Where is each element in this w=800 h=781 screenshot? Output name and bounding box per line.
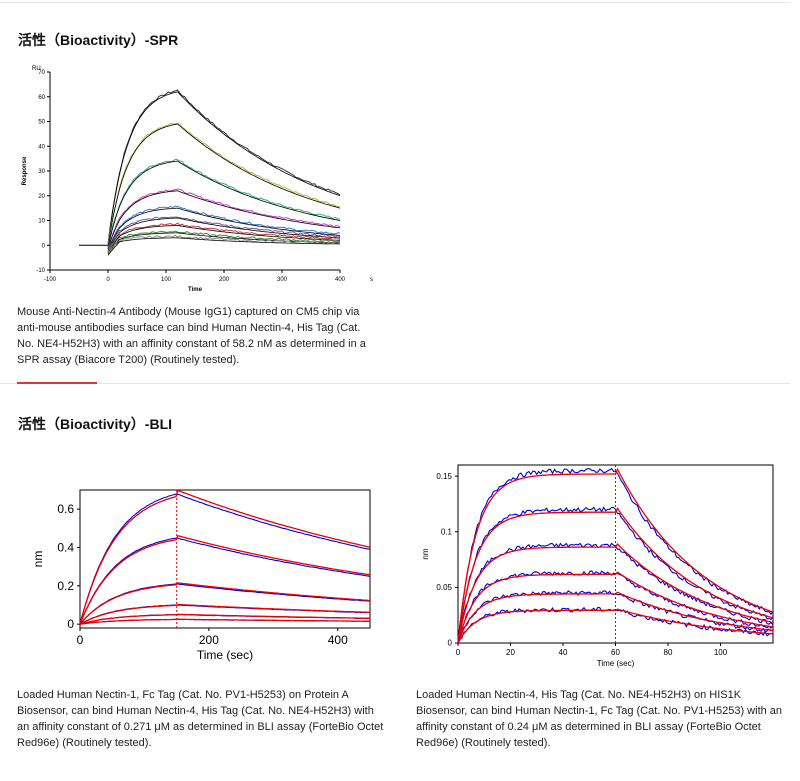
bli-chart-right: 0 0.05 0.1 0.15 0 20 40 60 80 100 Time (sec) nm xyxy=(421,464,774,668)
y-axis-title: Response xyxy=(22,156,28,185)
y-axis-title: nm xyxy=(31,551,45,568)
fit-series-line xyxy=(457,467,774,644)
x-axis-title: Time xyxy=(188,287,203,293)
y-tick-label: -10 xyxy=(36,268,45,274)
x-tick-label: 400 xyxy=(328,633,348,647)
fit-series-line xyxy=(457,571,774,644)
x-tick-label: 200 xyxy=(219,277,230,283)
y-tick-label: 70 xyxy=(38,70,45,76)
data-series-line xyxy=(107,230,341,253)
x-axis-title: Time (sec) xyxy=(197,648,253,662)
x-tick-label: 0 xyxy=(77,633,84,647)
fit-series-line xyxy=(107,91,341,246)
x-tick-label: 40 xyxy=(559,648,568,657)
x-tick-label: 0 xyxy=(456,648,461,657)
data-series-line xyxy=(107,222,341,253)
x-tick-label: 100 xyxy=(161,277,172,283)
x-tick-label: 80 xyxy=(664,648,673,657)
x-tick-label: 0 xyxy=(106,277,110,283)
fit-series-line xyxy=(107,207,341,251)
data-series-line xyxy=(107,205,341,250)
y-tick-label: 0.4 xyxy=(57,541,74,555)
data-series-line xyxy=(107,158,341,247)
fit-series-line xyxy=(79,613,370,625)
y-tick-label: 0 xyxy=(67,617,74,631)
bli-caption-right: Loaded Human Nectin-4, His Tag (Cat. No.… xyxy=(416,689,783,749)
data-series-line xyxy=(107,89,341,244)
y-tick-label: 20 xyxy=(38,194,45,200)
fit-series-line xyxy=(79,582,371,625)
y-tick-label: 0.1 xyxy=(441,527,453,536)
section-divider xyxy=(0,383,790,384)
bli-section-title: 活性（Bioactivity）-BLI xyxy=(18,416,173,432)
y-tick-label: 0.2 xyxy=(57,579,74,593)
x-unit-label: s xyxy=(370,277,373,283)
spr-caption: Mouse Anti-Nectin-4 Antibody (Mouse IgG1… xyxy=(17,306,366,366)
x-axis-title: Time (sec) xyxy=(597,659,635,668)
fit-series-line xyxy=(107,237,340,256)
y-tick-label: 10 xyxy=(38,219,45,225)
fit-series-line xyxy=(79,534,371,625)
x-tick-label: 400 xyxy=(335,277,346,283)
y-tick-label: 30 xyxy=(38,169,45,175)
fit-series-line xyxy=(107,190,341,250)
data-series-line xyxy=(107,234,341,254)
spr-section-title: 活性（Bioactivity）-SPR xyxy=(18,32,179,48)
fit-series-line xyxy=(457,608,774,644)
x-tick-label: 200 xyxy=(199,633,219,647)
data-series-line xyxy=(457,467,774,642)
fit-series-line xyxy=(107,123,341,247)
plot-frame xyxy=(79,489,371,629)
fit-series-line xyxy=(107,217,341,252)
data-series-line xyxy=(107,216,341,252)
x-tick-label: 20 xyxy=(506,648,515,657)
x-tick-label: 300 xyxy=(277,277,288,283)
fit-series-line xyxy=(79,489,371,625)
x-tick-label: 100 xyxy=(714,648,728,657)
fit-series-line xyxy=(79,618,370,625)
data-series-line xyxy=(107,188,341,249)
y-tick-label: 0.05 xyxy=(436,583,452,592)
y-tick-label: 60 xyxy=(38,95,45,101)
y-tick-label: 0.15 xyxy=(436,472,452,481)
fit-series-line xyxy=(107,160,341,248)
x-tick-label: -100 xyxy=(44,277,57,283)
fit-series-line xyxy=(457,507,774,644)
fit-series-line xyxy=(79,603,370,625)
data-series-line xyxy=(79,493,371,625)
y-tick-label: 50 xyxy=(38,120,45,126)
y-tick-label: 0 xyxy=(448,639,453,648)
data-series-line xyxy=(107,122,340,245)
x-tick-label: 60 xyxy=(611,648,620,657)
y-tick-label: 40 xyxy=(38,144,45,150)
bli-chart-left: 0 0.2 0.4 0.6 0 200 400 Time (sec) nm xyxy=(31,489,371,662)
section-accent-bar xyxy=(17,382,97,384)
y-unit-label: RU xyxy=(32,66,41,72)
fit-series-line xyxy=(107,224,341,253)
y-tick-label: 0.6 xyxy=(57,502,74,516)
y-axis-title: nm xyxy=(421,548,430,559)
top-divider xyxy=(0,2,790,3)
bli-caption-left: Loaded Human Nectin-1, Fc Tag (Cat. No. … xyxy=(17,689,384,749)
fit-series-line xyxy=(457,591,774,644)
data-series-line xyxy=(79,537,371,625)
y-tick-label: 0 xyxy=(42,243,46,249)
fit-series-line xyxy=(457,543,774,644)
